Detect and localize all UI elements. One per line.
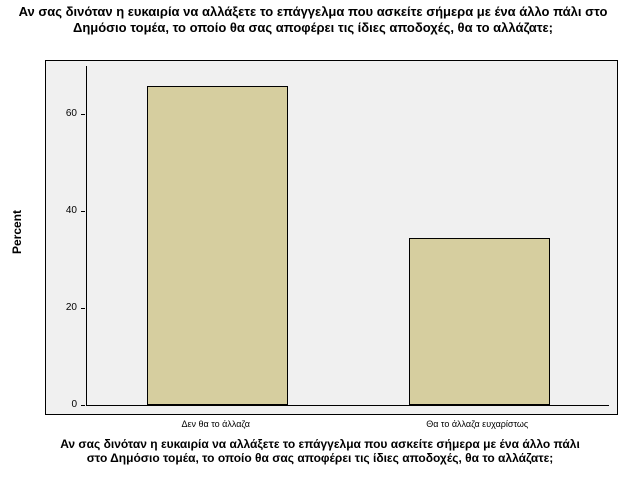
y-tick-label: 60 [47,108,77,119]
plot-area [86,66,609,406]
bar [409,238,550,405]
x-tick-label: Δεν θα το άλλαζα [85,419,347,429]
y-tick [81,211,85,212]
y-tick-label: 40 [47,205,77,216]
chart-root: { "chart": { "type": "bar", "title": "Αν… [0,0,626,501]
plot-frame [45,60,618,415]
y-tick [81,405,85,406]
x-axis-title: Αν σας δινόταν η ευκαιρία να αλλάξετε το… [60,437,580,466]
x-tick-label: Θα το άλλαζα ευχαρίστως [347,419,609,429]
y-tick-label: 20 [47,302,77,313]
y-tick [81,308,85,309]
y-axis-label: Percent [10,182,24,282]
chart-title: Αν σας δινόταν η ευκαιρία να αλλάξετε το… [0,4,626,35]
y-tick [81,114,85,115]
y-tick-label: 0 [47,399,77,410]
bar [147,86,288,405]
